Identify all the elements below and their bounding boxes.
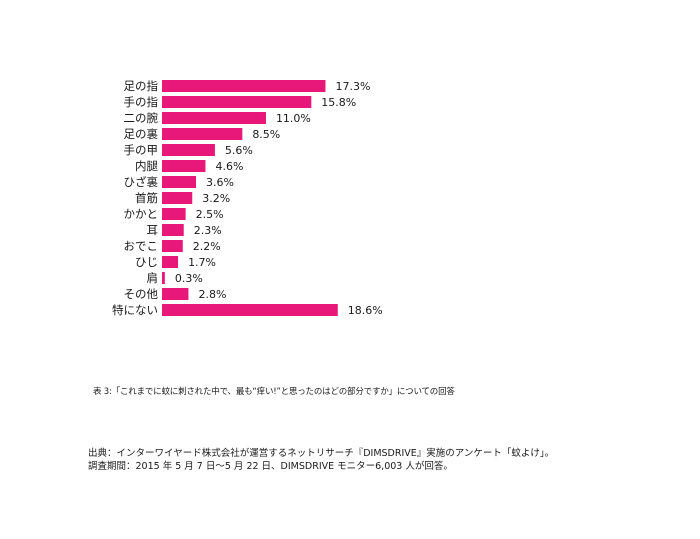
category-label: ひざ裏 [124,175,159,189]
value-label: 18.6% [348,304,383,317]
bar [162,256,179,268]
category-label: 足の指 [124,79,159,93]
category-label: 耳 [147,223,159,237]
value-label: 3.6% [206,176,234,189]
value-label: 3.2% [202,192,230,205]
category-label: かかと [124,207,159,221]
value-label: 0.3% [175,272,203,285]
bar [162,80,326,92]
value-label: 11.0% [276,112,311,125]
bar-chart: 足の指手の指二の腕足の裏手の甲内腿ひざ裏首筋かかと耳おでこひじ肩その他特にない … [112,79,383,317]
category-label: その他 [124,287,159,301]
source-line-1: 出典：インターワイヤード株式会社が運営するネットリサーチ『DIMSDRIVE』実… [88,448,555,459]
bar [162,224,184,236]
bar [162,144,215,156]
value-label: 4.6% [215,160,243,173]
category-label: 手の指 [124,95,159,109]
value-label: 2.2% [193,240,221,253]
category-label: 足の裏 [124,127,159,141]
category-label: ひじ [135,255,158,269]
bar [162,128,243,140]
value-labels: 17.3% 15.8% 11.0% 8.5% 5.6% 4.6% 3.6% 3.2% 2.5% 2… [175,80,383,317]
category-label: おでこ [124,239,159,253]
bar [162,288,189,300]
bar [162,96,312,108]
value-label: 15.8% [321,96,356,109]
bar [162,208,186,220]
value-label: 2.3% [194,224,222,237]
category-label: 二の腕 [124,111,159,125]
value-label: 1.7% [188,256,216,269]
value-label: 2.8% [198,288,226,301]
chart-caption: 表 3:「これまでに蚊に刺された中で、最も“痒い!”と思ったのはどの部分ですか」… [93,387,455,397]
value-label: 5.6% [225,144,253,157]
bar [162,176,197,188]
chart-bars [162,80,338,316]
value-label: 8.5% [252,128,280,141]
bar [162,160,206,172]
bar [162,304,338,316]
value-label: 17.3% [335,80,370,93]
category-label: 肩 [147,271,159,285]
value-label: 2.5% [196,208,224,221]
category-label: 手の甲 [124,143,159,157]
bar [162,240,183,252]
category-label: 特にない [112,303,158,317]
category-label: 内腿 [135,159,158,173]
bar [162,192,193,204]
category-label: 首筋 [135,191,158,205]
bar [162,272,165,284]
source-note: 出典：インターワイヤード株式会社が運営するネットリサーチ『DIMSDRIVE』実… [88,447,554,473]
bar [162,112,266,124]
source-line-2: 調査期間：2015 年 5 月 7 日～5 月 22 日、DIMSDRIVE モ… [88,461,453,472]
